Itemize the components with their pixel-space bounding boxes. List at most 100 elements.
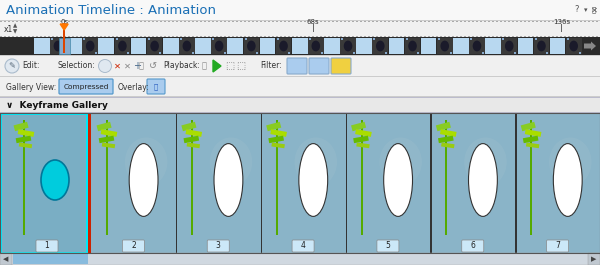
Bar [430,114,432,253]
Bar [44,21,46,22]
Bar [163,38,179,54]
Bar [428,36,430,37]
Bar [4,36,6,37]
Bar [373,38,376,40]
Bar [438,38,440,40]
Bar [532,36,534,37]
Bar [405,38,421,54]
Bar [232,36,234,37]
Bar [0,114,600,253]
Bar [84,21,86,22]
Bar [0,96,600,97]
Bar [552,36,554,37]
Bar [76,36,78,37]
Ellipse shape [279,41,288,51]
Bar [216,36,218,37]
Bar [384,36,386,37]
Text: ↺: ↺ [149,61,157,71]
Bar [116,21,118,22]
Bar [364,21,366,22]
Bar [288,36,290,37]
Text: 5: 5 [385,241,391,250]
Bar [572,36,574,37]
Bar [82,38,98,54]
Bar [280,36,282,37]
Text: ▶: ▶ [592,256,596,262]
Bar [528,36,530,37]
Bar [0,113,600,114]
Ellipse shape [125,138,167,187]
Bar [60,21,62,22]
Bar [192,36,194,37]
Bar [88,21,90,22]
Bar [0,36,2,37]
Bar [96,36,98,37]
Bar [0,97,600,98]
Ellipse shape [118,41,127,51]
Bar [428,21,430,22]
Bar [36,36,38,37]
Bar [268,36,270,37]
Text: ◀: ◀ [4,256,8,262]
Bar [436,21,438,22]
Bar [308,36,310,37]
Bar [92,36,94,37]
Bar [416,36,418,37]
Bar [0,55,600,77]
Bar [68,36,70,37]
Bar [432,114,515,253]
Bar [120,21,122,22]
Bar [196,21,198,22]
Bar [388,21,390,22]
Text: 4: 4 [301,241,305,250]
Bar [388,36,390,37]
Bar [97,122,112,131]
FancyBboxPatch shape [547,240,569,252]
Bar [172,36,174,37]
Bar [16,21,18,22]
Bar [548,36,550,37]
Bar [116,36,118,37]
Bar [260,36,262,37]
Bar [72,36,74,37]
Bar [0,114,88,253]
Text: ✕: ✕ [591,6,598,15]
Bar [476,36,478,37]
Bar [88,113,91,254]
Bar [521,122,536,131]
Bar [16,36,18,37]
Ellipse shape [86,41,94,51]
Bar [360,21,362,22]
Bar [140,21,142,22]
Text: Playback:: Playback: [163,61,200,70]
Bar [128,21,130,22]
Bar [264,36,266,37]
Bar [517,114,600,253]
Bar [252,36,254,37]
Bar [224,52,226,54]
Bar [191,120,193,235]
Bar [264,21,266,22]
Ellipse shape [215,41,223,51]
Bar [8,21,10,22]
Bar [188,36,190,37]
Bar [536,21,538,22]
Bar [364,36,366,37]
Text: Gallery View:: Gallery View: [6,82,56,91]
Bar [492,21,494,22]
Bar [160,36,162,37]
Bar [567,38,569,40]
Bar [449,52,452,54]
Bar [416,21,418,22]
Bar [304,36,306,37]
Bar [44,36,46,37]
Text: ⏮: ⏮ [202,61,207,70]
Bar [28,36,30,37]
Bar [421,38,436,54]
Bar [336,36,338,37]
Bar [184,136,199,143]
Bar [445,120,448,235]
Bar [212,21,214,22]
Bar [480,21,482,22]
Ellipse shape [210,138,252,187]
